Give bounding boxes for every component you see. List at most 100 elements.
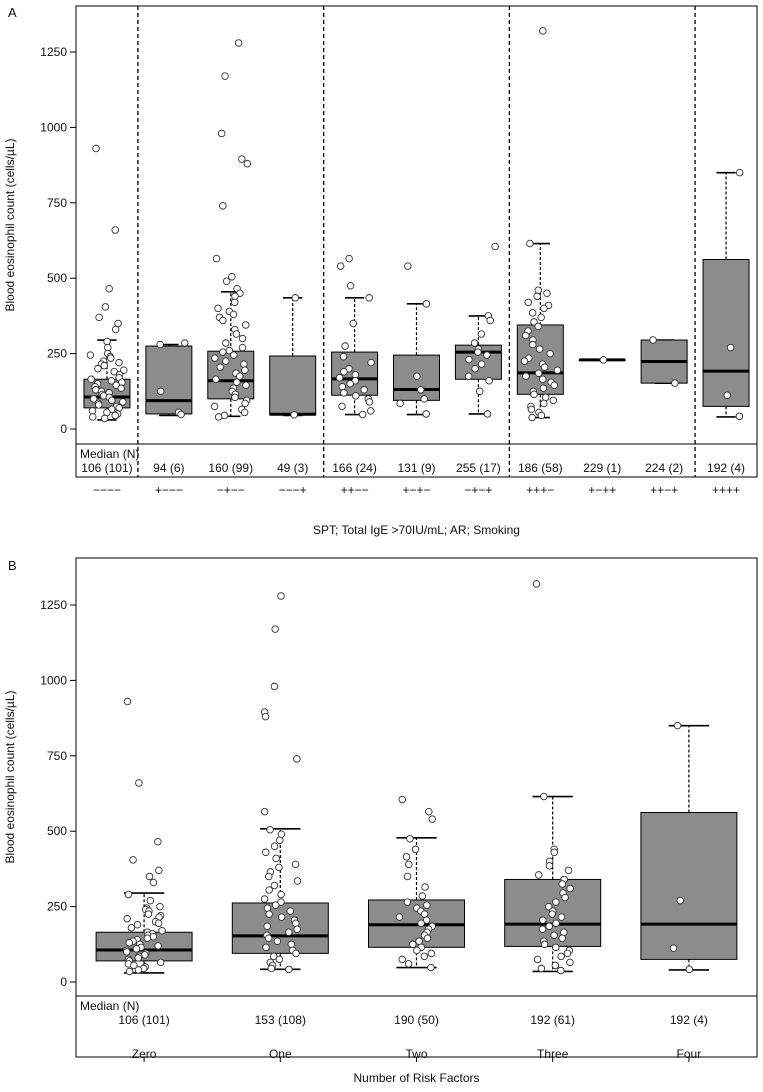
- data-point: [418, 892, 427, 900]
- data-point: [537, 411, 546, 420]
- panel-label: B: [8, 558, 17, 573]
- data-point: [335, 373, 344, 382]
- data-point: [422, 410, 430, 418]
- data-point: [117, 384, 125, 393]
- data-point: [425, 807, 433, 816]
- data-point: [557, 966, 565, 975]
- category-label: ++++: [712, 483, 740, 497]
- data-point: [550, 931, 558, 940]
- data-point: [221, 72, 229, 80]
- data-point: [464, 372, 473, 380]
- data-point: [557, 952, 565, 961]
- data-point: [566, 958, 574, 967]
- data-point: [346, 281, 355, 290]
- data-point: [349, 319, 358, 328]
- data-point: [275, 863, 283, 872]
- data-point: [238, 334, 247, 343]
- data-point: [726, 343, 735, 352]
- data-point: [403, 872, 412, 881]
- data-point: [291, 294, 300, 302]
- data-point: [270, 682, 279, 691]
- data-point: [125, 939, 134, 947]
- data-point: [132, 945, 141, 953]
- data-point: [735, 168, 744, 177]
- data-point: [550, 848, 559, 857]
- data-point: [477, 360, 486, 368]
- data-point: [367, 358, 375, 367]
- data-point: [266, 825, 274, 834]
- data-point: [154, 838, 162, 846]
- y-tick-label: 0: [60, 422, 67, 436]
- data-point: [358, 410, 367, 419]
- data-point: [115, 358, 123, 367]
- data-point: [649, 336, 657, 344]
- x-axis-label: SPT; Total IgE >70IU/mL; AR; Smoking: [313, 523, 520, 537]
- data-point: [144, 910, 153, 918]
- y-tick-label: 750: [47, 196, 67, 210]
- data-point: [534, 322, 542, 331]
- data-point: [540, 940, 549, 949]
- data-point: [537, 964, 546, 973]
- data-point: [735, 412, 744, 421]
- box-group: [640, 721, 738, 974]
- data-point: [413, 946, 421, 955]
- data-point: [422, 300, 431, 308]
- data-point: [367, 407, 375, 415]
- data-point: [521, 331, 530, 340]
- y-tick-label: 1250: [40, 45, 67, 59]
- data-point: [534, 286, 543, 295]
- data-point: [405, 860, 413, 869]
- data-point: [483, 351, 491, 359]
- data-point: [293, 755, 301, 763]
- data-point: [229, 310, 238, 319]
- data-point: [240, 408, 249, 417]
- data-point: [234, 39, 243, 47]
- y-tick-label: 1250: [40, 598, 67, 612]
- data-point: [111, 411, 119, 420]
- data-point: [270, 842, 279, 851]
- data-point: [276, 836, 284, 844]
- box-group: [393, 262, 440, 418]
- data-point: [420, 952, 429, 961]
- data-point: [346, 380, 354, 388]
- median-label: 229 (1): [583, 461, 621, 475]
- data-point: [263, 904, 272, 912]
- data-point: [120, 366, 128, 374]
- data-point: [548, 910, 556, 918]
- median-label: 49 (3): [277, 461, 308, 475]
- data-point: [549, 396, 558, 405]
- data-point: [214, 304, 222, 313]
- data-point: [475, 387, 484, 396]
- data-point: [285, 965, 293, 974]
- data-point: [552, 898, 560, 906]
- data-point: [416, 386, 425, 394]
- data-point: [273, 937, 282, 946]
- y-axis-label: Blood eosinophil count (cells/µL): [3, 138, 17, 311]
- panel-b: B 0 250 500 750 1000 1250 Blood eosinophil coun…: [3, 557, 758, 1085]
- median-label: 94 (6): [153, 461, 184, 475]
- data-point: [127, 923, 136, 932]
- data-point: [561, 893, 569, 902]
- data-point: [428, 815, 436, 823]
- data-point: [111, 325, 120, 334]
- data-point: [533, 955, 542, 964]
- data-point: [402, 853, 411, 861]
- data-point: [535, 345, 544, 353]
- data-point: [599, 356, 608, 364]
- data-point: [130, 961, 138, 970]
- median-label: 224 (2): [645, 461, 683, 475]
- data-point: [404, 960, 413, 968]
- box-group: [516, 27, 564, 422]
- data-point: [87, 375, 95, 383]
- data-point: [406, 834, 414, 843]
- iqr-box: [269, 355, 317, 416]
- data-point: [528, 340, 537, 349]
- data-point: [541, 393, 550, 402]
- data-point: [290, 411, 298, 419]
- data-point: [156, 387, 165, 396]
- data-point: [275, 955, 284, 964]
- data-point: [265, 886, 273, 894]
- data-point: [423, 901, 431, 909]
- data-point: [134, 966, 143, 974]
- data-point: [108, 396, 116, 405]
